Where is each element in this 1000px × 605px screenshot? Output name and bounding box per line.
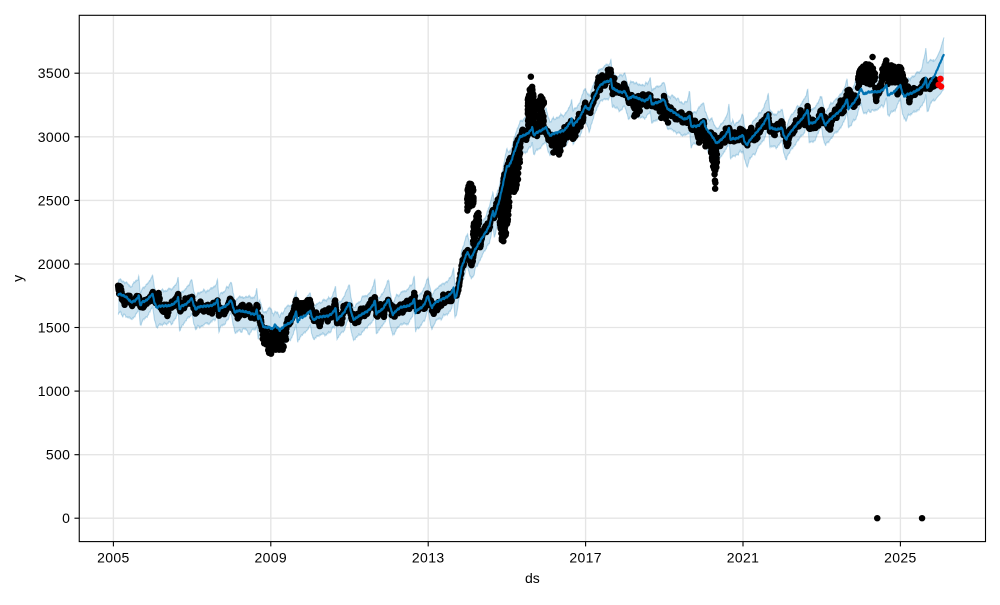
svg-text:3500: 3500 — [38, 65, 71, 81]
svg-text:2025: 2025 — [884, 550, 917, 566]
svg-text:y: y — [10, 275, 26, 282]
svg-text:2005: 2005 — [97, 550, 130, 566]
svg-text:0: 0 — [62, 510, 70, 526]
svg-text:2017: 2017 — [569, 550, 602, 566]
svg-text:500: 500 — [46, 447, 70, 463]
svg-text:3000: 3000 — [38, 129, 71, 145]
svg-text:2500: 2500 — [38, 192, 71, 208]
svg-text:2021: 2021 — [727, 550, 760, 566]
svg-text:2013: 2013 — [412, 550, 445, 566]
svg-text:1500: 1500 — [38, 320, 71, 336]
svg-text:1000: 1000 — [38, 383, 71, 399]
svg-text:ds: ds — [525, 570, 540, 586]
svg-text:2009: 2009 — [255, 550, 288, 566]
svg-text:2000: 2000 — [38, 256, 71, 272]
